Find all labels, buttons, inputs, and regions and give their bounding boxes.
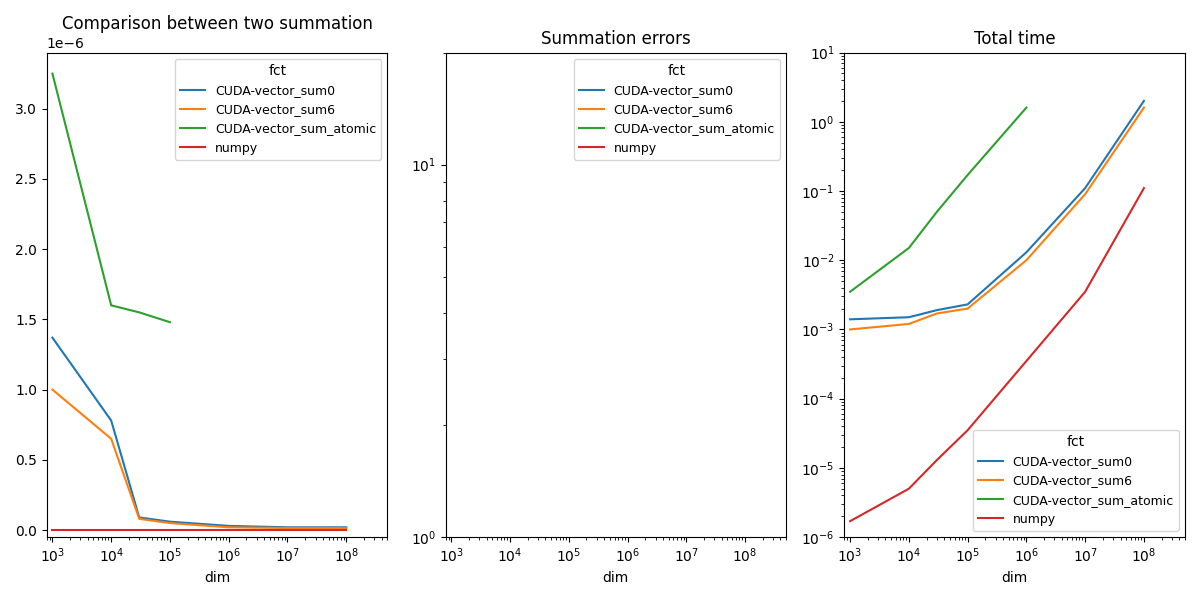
CUDA-vector_sum_atomic [46, 70, 60, 77]
CUDA-vector_sum_atomic [930, 208, 944, 215]
CUDA-vector_sum6 [1136, 104, 1151, 111]
CUDA-vector_sum6 [930, 310, 944, 317]
CUDA-vector_sum_atomic [163, 319, 178, 326]
numpy [1078, 288, 1092, 295]
numpy [842, 518, 857, 525]
CUDA-vector_sum6 [163, 520, 178, 527]
CUDA-vector_sum0 [222, 522, 236, 529]
CUDA-vector_sum0 [1136, 97, 1151, 104]
Title: Comparison between two summation: Comparison between two summation [61, 15, 372, 33]
X-axis label: dim: dim [204, 571, 230, 585]
CUDA-vector_sum6 [46, 386, 60, 393]
numpy [46, 526, 60, 533]
CUDA-vector_sum_atomic [1019, 104, 1033, 111]
X-axis label: dim: dim [602, 571, 629, 585]
CUDA-vector_sum0 [132, 514, 146, 521]
CUDA-vector_sum0 [960, 301, 974, 308]
CUDA-vector_sum6 [901, 320, 916, 328]
CUDA-vector_sum6 [1019, 257, 1033, 264]
numpy [104, 526, 119, 533]
Line: numpy: numpy [850, 188, 1144, 521]
numpy [901, 485, 916, 493]
CUDA-vector_sum_atomic [132, 309, 146, 316]
Title: Total time: Total time [974, 30, 1056, 48]
CUDA-vector_sum_atomic [960, 172, 974, 179]
Legend: CUDA-vector_sum0, CUDA-vector_sum6, CUDA-vector_sum_atomic, numpy: CUDA-vector_sum0, CUDA-vector_sum6, CUDA… [574, 59, 780, 160]
Line: CUDA-vector_sum0: CUDA-vector_sum0 [850, 101, 1144, 319]
CUDA-vector_sum0 [930, 307, 944, 314]
numpy [163, 526, 178, 533]
CUDA-vector_sum_atomic [842, 288, 857, 295]
numpy [1019, 358, 1033, 365]
numpy [281, 526, 295, 533]
CUDA-vector_sum6 [842, 326, 857, 333]
CUDA-vector_sum6 [1078, 191, 1092, 198]
numpy [930, 457, 944, 464]
CUDA-vector_sum0 [340, 524, 354, 531]
CUDA-vector_sum0 [842, 316, 857, 323]
CUDA-vector_sum6 [222, 524, 236, 531]
CUDA-vector_sum6 [960, 305, 974, 312]
CUDA-vector_sum6 [104, 435, 119, 442]
Line: CUDA-vector_sum6: CUDA-vector_sum6 [850, 107, 1144, 329]
Line: CUDA-vector_sum_atomic: CUDA-vector_sum_atomic [850, 107, 1026, 292]
CUDA-vector_sum6 [340, 524, 354, 532]
Line: CUDA-vector_sum_atomic: CUDA-vector_sum_atomic [53, 74, 170, 322]
numpy [960, 427, 974, 434]
Legend: CUDA-vector_sum0, CUDA-vector_sum6, CUDA-vector_sum_atomic, numpy: CUDA-vector_sum0, CUDA-vector_sum6, CUDA… [972, 430, 1178, 531]
Legend: CUDA-vector_sum0, CUDA-vector_sum6, CUDA-vector_sum_atomic, numpy: CUDA-vector_sum0, CUDA-vector_sum6, CUDA… [175, 59, 382, 160]
Line: CUDA-vector_sum0: CUDA-vector_sum0 [53, 338, 347, 527]
CUDA-vector_sum0 [163, 518, 178, 525]
CUDA-vector_sum0 [1078, 184, 1092, 191]
numpy [132, 526, 146, 533]
numpy [222, 526, 236, 533]
X-axis label: dim: dim [1002, 571, 1028, 585]
CUDA-vector_sum6 [281, 524, 295, 532]
CUDA-vector_sum_atomic [104, 302, 119, 309]
CUDA-vector_sum0 [104, 417, 119, 424]
CUDA-vector_sum_atomic [901, 244, 916, 251]
Title: Summation errors: Summation errors [541, 30, 691, 48]
CUDA-vector_sum0 [281, 524, 295, 531]
Line: CUDA-vector_sum6: CUDA-vector_sum6 [53, 389, 347, 528]
CUDA-vector_sum0 [901, 314, 916, 321]
numpy [1136, 184, 1151, 191]
CUDA-vector_sum0 [46, 334, 60, 341]
CUDA-vector_sum6 [132, 515, 146, 523]
numpy [340, 526, 354, 533]
CUDA-vector_sum0 [1019, 249, 1033, 256]
